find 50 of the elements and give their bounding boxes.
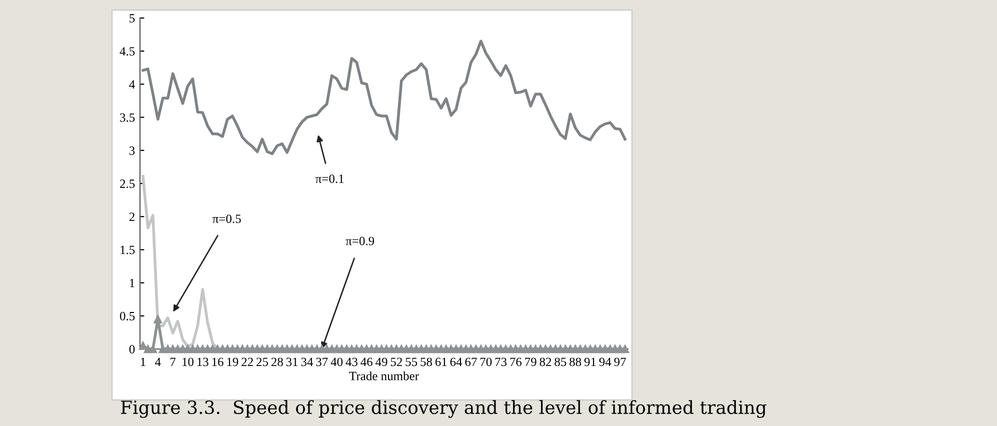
x-tick-label: 25 <box>256 358 268 366</box>
x-tick-label: 64 <box>450 358 462 366</box>
y-tick-label: 1.5 <box>120 246 135 254</box>
line-series <box>142 40 626 156</box>
x-tick-label: 88 <box>570 358 582 366</box>
x-tick-label: 58 <box>420 358 432 366</box>
x-tick-label: 76 <box>510 358 522 366</box>
annotation: π=0.9 <box>346 236 374 246</box>
x-tick-label: 13 <box>197 358 208 366</box>
x-tick-label: 97 <box>614 358 626 366</box>
y-tick-label: 0.5 <box>120 312 135 320</box>
x-tick-label: 67 <box>465 358 477 366</box>
x-tick-label: 37 <box>316 358 328 366</box>
x-tick-label: 61 <box>435 358 447 366</box>
x-tick-label: 1 <box>140 358 146 366</box>
x-tick-label: 31 <box>286 358 298 366</box>
y-tick-label: 4.5 <box>120 47 135 56</box>
x-tick-label: 34 <box>301 358 314 366</box>
x-tick-label: 55 <box>406 358 418 366</box>
x-tick-label: 70 <box>480 358 492 366</box>
x-tick-label: 10 <box>182 358 194 366</box>
y-tick-label: 3.5 <box>120 113 135 122</box>
x-tick-label: 16 <box>212 358 224 366</box>
x-tick-label: 79 <box>525 358 536 366</box>
x-tick-label: 85 <box>554 358 566 366</box>
caption: Figure 3.3. Speed of price discovery and the level of informed trading <box>120 400 766 418</box>
x-tick-label: 43 <box>346 358 358 366</box>
x-axis-title: Trade number <box>349 371 419 380</box>
annotation: π=0.5 <box>212 214 241 224</box>
x-tick-label: 40 <box>330 358 343 366</box>
x-tick-label: 94 <box>599 358 612 366</box>
y-tick-label: 5 <box>130 14 135 22</box>
y-tick-label: 2 <box>129 212 134 221</box>
y-tick-label: 3 <box>129 146 135 155</box>
y-tick-label: 2.5 <box>120 180 135 188</box>
y-tick-label: 1 <box>130 278 134 288</box>
annotation: π=0.1 <box>316 174 344 184</box>
x-tick-label: 82 <box>540 358 552 366</box>
x-tick-label: 7 <box>170 358 176 366</box>
x-tick-label: 28 <box>271 358 283 366</box>
x-tick-label: 22 <box>242 358 253 366</box>
x-tick-label: 19 <box>227 358 238 366</box>
y-tick-label: 4 <box>129 80 135 89</box>
x-tick-label: 4 <box>155 358 161 366</box>
x-tick-label: 49 <box>376 358 388 366</box>
x-tick-label: 52 <box>390 358 402 366</box>
x-tick-label: 46 <box>360 358 372 366</box>
x-tick-label: 91 <box>584 358 596 366</box>
y-tick-label: 0 <box>129 345 135 354</box>
x-tick-label: 73 <box>495 358 507 366</box>
